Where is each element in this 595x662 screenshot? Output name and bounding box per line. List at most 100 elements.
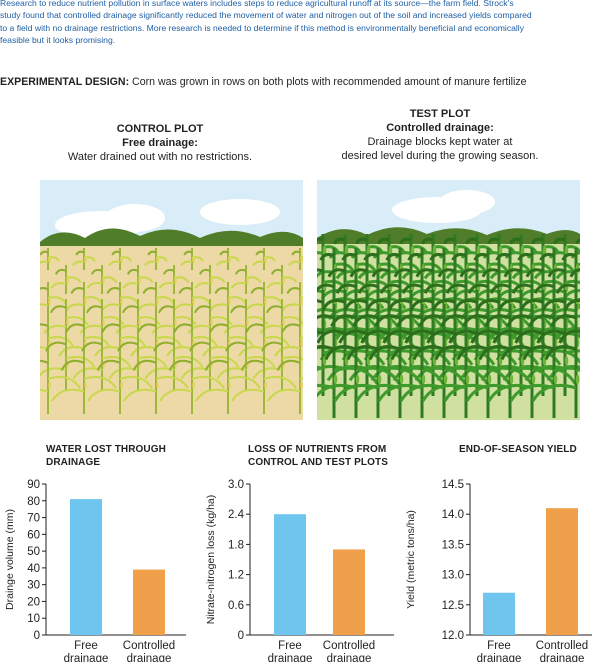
test-plot-description: Drainage blocks kept water at xyxy=(367,136,513,148)
y-tick-label: 40 xyxy=(27,563,40,575)
y-tick-label: 20 xyxy=(27,596,40,608)
bar xyxy=(333,549,365,635)
y-tick-label: 60 xyxy=(27,529,40,541)
intro-line: feasible but it looks promising. xyxy=(0,34,116,45)
y-tick-label: 90 xyxy=(27,479,40,491)
bar xyxy=(70,499,102,635)
y-tick-label: 1.8 xyxy=(228,539,244,551)
design-label: EXPERIMENTAL DESIGN: xyxy=(0,76,130,88)
y-tick-label: 0 xyxy=(238,630,244,642)
x-tick-label: Free xyxy=(278,640,302,652)
y-axis-label: Yield (metric tons/ha) xyxy=(405,510,417,609)
x-tick-label: drainage xyxy=(327,653,372,662)
corn-plant-icon xyxy=(158,265,190,294)
y-tick-label: 1.2 xyxy=(228,570,244,582)
bar xyxy=(274,514,306,635)
intro-line: Research to reduce nutrient pollution in… xyxy=(0,0,514,8)
experimental-design: EXPERIMENTAL DESIGN: Corn was grown in r… xyxy=(0,76,595,88)
corn-plant-icon xyxy=(570,238,580,259)
bar xyxy=(133,569,165,635)
chart-2-title: LOSS OF NUTRIENTS FROM CONTROL AND TEST … xyxy=(248,443,388,469)
chart-1-title: WATER LOST THROUGH DRAINAGE xyxy=(46,443,166,469)
control-plot-illustration xyxy=(40,180,303,420)
y-tick-label: 14.0 xyxy=(442,509,464,521)
corn-plant-icon xyxy=(50,265,82,294)
y-axis-label: Drainge volume (mm) xyxy=(4,509,16,610)
corn-plant-icon xyxy=(43,299,89,342)
x-tick-label: drainage xyxy=(477,653,522,662)
control-plot-description: Water drained out with no restrictions. xyxy=(67,151,253,163)
chart-1-title-line: DRAINAGE xyxy=(46,457,101,468)
corn-plant-icon xyxy=(531,332,580,418)
x-tick-label: drainage xyxy=(268,653,313,662)
corn-plant-icon xyxy=(231,350,297,414)
corn-plant-icon xyxy=(86,265,118,294)
corn-plant-icon xyxy=(216,248,240,270)
y-tick-label: 12.0 xyxy=(442,630,464,642)
corn-plant-icon xyxy=(108,248,132,270)
corn-plant-icon xyxy=(51,350,117,414)
corn-plant-icon xyxy=(443,332,533,418)
corn-plant-icon xyxy=(123,350,189,414)
y-tick-label: 2.4 xyxy=(228,509,245,521)
bar xyxy=(546,508,578,635)
y-tick-label: 0 xyxy=(34,630,40,642)
chart-2-title-line: LOSS OF NUTRIENTS FROM xyxy=(248,444,387,455)
x-tick-label: Free xyxy=(74,640,98,652)
corn-plant-icon xyxy=(94,316,146,366)
y-tick-label: 30 xyxy=(27,580,40,592)
corn-plant-icon xyxy=(72,248,96,270)
y-tick-label: 13.5 xyxy=(442,539,464,551)
nutrient-loss-chart: 0 0.6 1.2 1.8 2.4 3.0 Nitrate-nitrogen loss (k… xyxy=(205,479,394,662)
corn-plant-icon xyxy=(122,265,154,294)
corn-plant-icon xyxy=(40,248,60,270)
y-tick-label: 50 xyxy=(27,546,40,558)
y-tick-label: 3.0 xyxy=(228,479,244,491)
corn-plant-icon xyxy=(288,248,303,270)
control-plot-header: CONTROL PLOT Free drainage: Water draine… xyxy=(40,122,280,164)
intro-paragraph: Research to reduce nutrient pollution in… xyxy=(0,0,595,46)
test-plot-description: desired level during the growing season. xyxy=(341,150,539,162)
x-tick-label: Controlled xyxy=(536,640,588,652)
corn-plant-icon xyxy=(40,282,67,318)
corn-plant-icon xyxy=(267,350,303,414)
corn-plant-icon xyxy=(372,234,406,264)
y-tick-label: 0.6 xyxy=(228,600,244,612)
intro-line: to a field with no drainage restrictions… xyxy=(0,22,525,33)
y-tick-label: 10 xyxy=(27,613,40,625)
corn-plant-icon xyxy=(159,350,225,414)
x-tick-label: Controlled xyxy=(123,640,175,652)
chart-1-title-line: WATER LOST THROUGH xyxy=(46,444,166,455)
y-tick-label: 70 xyxy=(27,513,40,525)
bar xyxy=(483,592,515,635)
corn-plant-icon xyxy=(87,350,153,414)
corn-plant-icon xyxy=(194,265,226,294)
y-tick-label: 13.0 xyxy=(442,570,464,582)
corn-plant-icon xyxy=(482,234,516,264)
y-tick-label: 12.5 xyxy=(442,600,464,612)
x-tick-label: drainage xyxy=(127,653,172,662)
corn-plant-icon xyxy=(209,282,247,318)
test-plot-subtitle: Controlled drainage: xyxy=(386,122,494,134)
corn-plant-icon xyxy=(144,248,168,270)
chart-2-title-line: CONTROL AND TEST PLOTS xyxy=(248,457,388,468)
corn-plant-icon xyxy=(504,234,538,264)
y-tick-label: 80 xyxy=(27,496,40,508)
x-tick-label: drainage xyxy=(64,653,109,662)
water-lost-chart: 0 10 20 30 40 50 60 70 80 90 Drainge volume (mm) Fr… xyxy=(4,479,186,662)
corn-plant-icon xyxy=(230,265,262,294)
test-plot-header: TEST PLOT Controlled drainage: Drainage … xyxy=(300,107,580,163)
corn-plant-icon xyxy=(180,248,204,270)
x-tick-label: Free xyxy=(487,640,511,652)
y-tick-label: 14.5 xyxy=(442,479,464,491)
corn-plant-icon xyxy=(266,265,298,294)
control-plot-subtitle: Free drainage: xyxy=(122,137,198,149)
intro-line: study found that controlled drainage sig… xyxy=(0,10,532,21)
corn-plant-icon xyxy=(438,234,472,264)
corn-plant-icon xyxy=(252,248,276,270)
test-plot-title: TEST PLOT xyxy=(409,108,471,120)
yield-chart: 12.0 12.5 13.0 13.5 14.0 14.5 Yield (metric to… xyxy=(405,479,592,662)
x-tick-label: Controlled xyxy=(323,640,375,652)
test-plot-illustration xyxy=(317,180,580,420)
corn-plant-icon xyxy=(195,350,261,414)
